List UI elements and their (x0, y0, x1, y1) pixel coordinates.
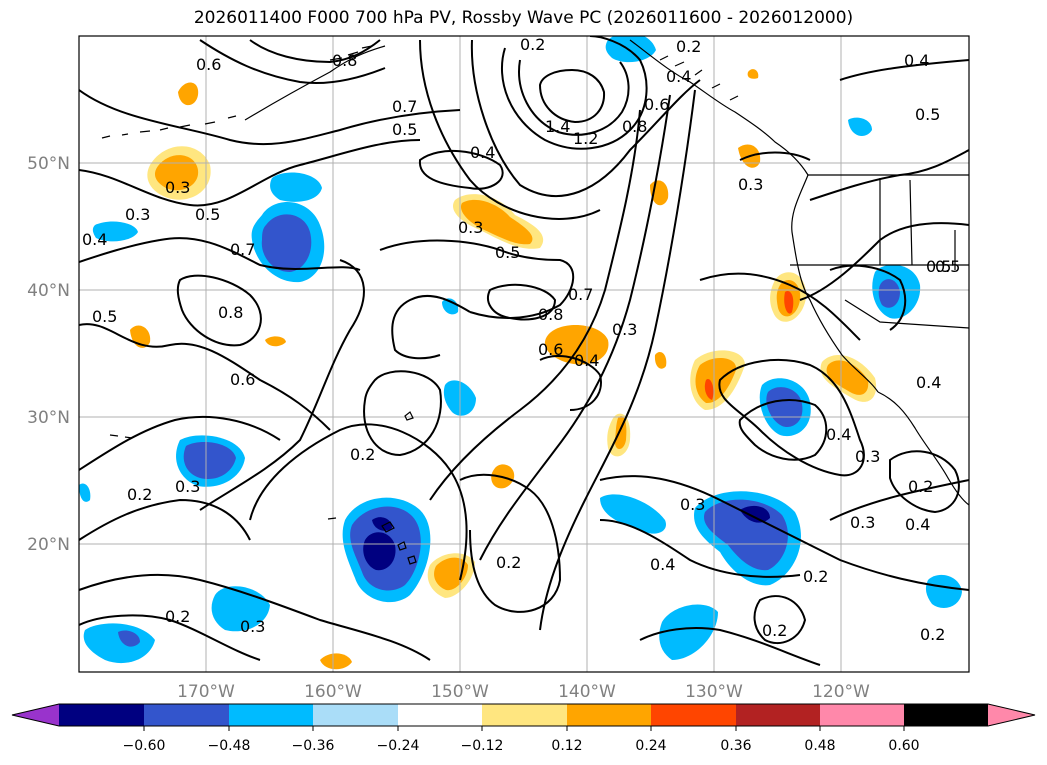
colorbar-tick-label: 0.12 (551, 738, 582, 754)
contour-label: 0.4 (905, 515, 930, 534)
lon-label-130w: 130°W (685, 682, 743, 702)
contour-label: 0.2 (496, 553, 521, 572)
colorbar-segment (482, 704, 567, 726)
contour-label: 0.3 (680, 495, 705, 514)
graticule (79, 36, 969, 672)
colorbar-tick-label: −0.60 (123, 738, 166, 754)
colorbar-tick-label: −0.36 (292, 738, 335, 754)
colorbar-tick-label: 0.24 (635, 738, 666, 754)
colorbar-low-extension (12, 704, 59, 726)
contour-label: 0.2 (676, 37, 701, 56)
contour-label: 0.7 (230, 240, 255, 259)
contour-label: 0.4 (574, 351, 599, 370)
colorbar-tick-label: −0.12 (461, 738, 504, 754)
contour-label: 0.5 (915, 105, 940, 124)
contour-label: 0.6 (644, 95, 669, 114)
contour-label: 0.4 (470, 143, 495, 162)
contour-label: 0.6 (538, 340, 563, 359)
colorbar-segment (144, 704, 229, 726)
contour-label: 0.3 (612, 320, 637, 339)
contour-label: 0.5 (92, 307, 117, 326)
map-frame (78, 35, 970, 673)
colorbar-segment (229, 704, 313, 726)
contour-label: 0.6 (230, 370, 255, 389)
lat-label-20n: 20°N (27, 535, 70, 555)
coastlines (101, 39, 969, 565)
contour-label: 0.3 (855, 447, 880, 466)
contour-label: 0.8 (538, 305, 563, 324)
colorbar-segment (59, 704, 144, 726)
contour-labels: 0.6 0.8 0.7 0.5 1.4 1.2 0.8 0.6 0.4 0.4 … (82, 35, 960, 644)
lon-label-140w: 140°W (558, 682, 616, 702)
contour-label: 0.3 (175, 477, 200, 496)
contour-label: 0.3 (125, 205, 150, 224)
lon-labels: 170°W 160°W 150°W 140°W 130°W 120°W (177, 682, 870, 702)
contour-label: 0.8 (332, 51, 357, 70)
colorbar-high-extension (988, 704, 1035, 726)
map-title: 2026011400 F000 700 hPa PV, Rossby Wave … (193, 8, 854, 28)
colorbar-segment (651, 704, 736, 726)
pv-contours (79, 36, 969, 666)
contour-label: 0.2 (803, 567, 828, 586)
colorbar-tick-label: 0.36 (720, 738, 751, 754)
lon-label-170w: 170°W (177, 682, 235, 702)
colorbar-segment (904, 704, 988, 726)
colorbar-tick-label: 0.60 (888, 738, 919, 754)
contour-label: 1.2 (573, 129, 598, 148)
colorbar-segment (567, 704, 651, 726)
contour-label: 0.5 (935, 257, 960, 276)
colorbar-segment (820, 704, 904, 726)
colorbar-tick-label: −0.24 (377, 738, 420, 754)
lon-label-160w: 160°W (304, 682, 362, 702)
lat-label-50n: 50°N (27, 154, 70, 174)
contour-label: 0.8 (622, 117, 647, 136)
contour-label: 1.4 (545, 117, 570, 136)
colorbar-tick-label: −0.48 (208, 738, 251, 754)
pv-anomaly-fill (79, 36, 962, 670)
contour-label: 0.4 (826, 425, 851, 444)
colorbar-segment (313, 704, 398, 726)
colorbar-segment (736, 704, 820, 726)
lat-labels: 50°N 40°N 30°N 20°N (27, 154, 70, 555)
contour-label: 0.5 (195, 205, 220, 224)
contour-label: 0.4 (666, 67, 691, 86)
lon-label-150w: 150°W (431, 682, 489, 702)
lat-label-40n: 40°N (27, 281, 70, 301)
contour-label: 0.2 (127, 485, 152, 504)
contour-label: 0.2 (908, 477, 933, 496)
contour-label: 0.3 (240, 617, 265, 636)
lat-label-30n: 30°N (27, 408, 70, 428)
contour-label: 0.4 (904, 51, 929, 70)
contour-label: 0.4 (82, 230, 107, 249)
contour-label: 0.2 (350, 445, 375, 464)
colorbar-tick-label: 0.48 (804, 738, 835, 754)
colorbar: −0.60 −0.48 −0.36 −0.24 −0.12 0.12 0.24 … (11, 703, 1036, 754)
contour-label: 0.5 (926, 257, 951, 276)
contour-label: 0.4 (650, 555, 675, 574)
contour-label: 0.8 (218, 303, 243, 322)
contour-label: 0.7 (568, 285, 593, 304)
contour-label: 0.6 (196, 55, 221, 74)
contour-label: 0.2 (520, 35, 545, 54)
contour-label: 0.3 (165, 178, 190, 197)
contour-label: 0.3 (738, 175, 763, 194)
contour-label: 0.2 (762, 621, 787, 640)
contour-label: 0.2 (920, 625, 945, 644)
contour-label: 0.4 (916, 373, 941, 392)
contour-label: 0.2 (165, 607, 190, 626)
colorbar-segment (398, 704, 482, 726)
contour-label: 0.3 (850, 513, 875, 532)
contour-label: 0.5 (392, 120, 417, 139)
contour-label: 0.5 (495, 243, 520, 262)
lon-label-120w: 120°W (812, 682, 870, 702)
contour-label: 0.7 (392, 97, 417, 116)
contour-label: 0.3 (458, 218, 483, 237)
